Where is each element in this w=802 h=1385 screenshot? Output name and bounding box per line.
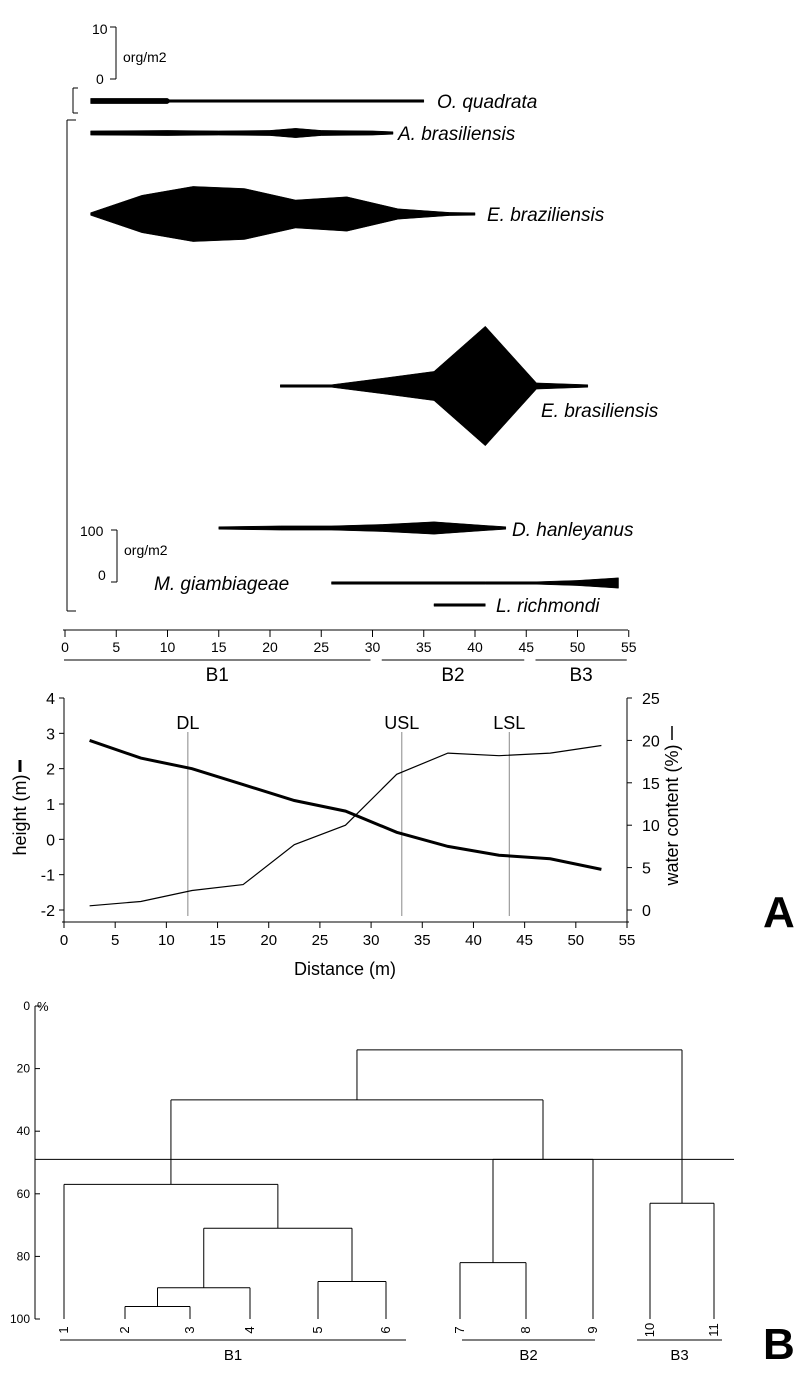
dendro-y-tick-label: 80: [17, 1249, 31, 1263]
right-y-tick-label: 5: [642, 861, 651, 878]
zone-label-b1: B1: [206, 665, 229, 686]
kite-d-hanleyanus: [218, 521, 507, 535]
right-y-tick-label: 0: [642, 903, 651, 920]
profile-x-tick-label: 20: [260, 932, 277, 949]
kite-x-tick-label: 40: [467, 639, 483, 655]
height-series-line: [89, 738, 602, 871]
reference-label-lsl: LSL: [493, 713, 525, 733]
profile-x-axis-title: Distance (m): [294, 959, 396, 979]
left-y-axis-title: height (m): [10, 774, 30, 855]
right-y-tick-label: 15: [642, 776, 660, 793]
right-y-tick-label: 25: [642, 691, 660, 708]
species-label-m-giambiageae: M. giambiageae: [154, 574, 289, 595]
scale-small-unit-label: org/m2: [123, 49, 167, 65]
species-label-d-hanleyanus: D. hanleyanus: [512, 520, 634, 541]
profile-x-tick-label: 30: [363, 932, 380, 949]
reference-label-dl: DL: [176, 713, 199, 733]
dendro-y-tick-label: 60: [17, 1187, 31, 1201]
kite-x-tick-label: 0: [61, 639, 69, 655]
zone-label-b2: B2: [441, 665, 464, 686]
dendro-y-axis-title: %: [37, 999, 49, 1014]
kite-e-brasiliensis: [280, 325, 589, 447]
dendro-y-tick-label: 40: [17, 1124, 31, 1138]
left-y-tick-label: -2: [41, 903, 55, 920]
scale-large-top-label: 100: [80, 523, 104, 539]
left-y-tick-label: 0: [46, 832, 55, 849]
dendro-leaf-label: 6: [378, 1326, 393, 1333]
species-label-e-brasiliensis: E. brasiliensis: [541, 401, 659, 422]
right-y-tick-label: 20: [642, 733, 660, 750]
dendro-leaf-label: 7: [452, 1326, 467, 1333]
kite-x-tick-label: 30: [365, 639, 381, 655]
dendro-group-label-b2: B2: [519, 1347, 537, 1364]
dendro-y-tick-label: 100: [10, 1312, 30, 1326]
species-label-l-richmondi: L. richmondi: [496, 596, 600, 617]
profile-x-tick-label: 55: [619, 932, 636, 949]
water-content-series-line: [89, 744, 602, 907]
kite-x-tick-label: 35: [416, 639, 432, 655]
profile-x-tick-label: 10: [158, 932, 175, 949]
zone-label-b3: B3: [570, 665, 593, 686]
scale-large-unit-label: org/m2: [124, 542, 168, 558]
left-y-tick-label: 1: [46, 797, 55, 814]
kite-x-tick-label: 25: [313, 639, 329, 655]
panel-label-b: B: [763, 1320, 795, 1369]
dendro-group-label-b3: B3: [670, 1347, 688, 1364]
scale-small-bottom-label: 0: [96, 71, 104, 87]
kite-l-richmondi: [433, 603, 486, 607]
dendro-leaf-label: 10: [642, 1323, 657, 1337]
panel-label-a: A: [763, 888, 795, 937]
dendro-leaf-label: 2: [117, 1326, 132, 1333]
kite-a-brasiliensis: [90, 128, 394, 138]
kite-x-tick-label: 55: [621, 639, 637, 655]
left-y-tick-label: 3: [46, 726, 55, 743]
kite-x-tick-label: 15: [211, 639, 227, 655]
kite-x-tick-label: 50: [570, 639, 586, 655]
profile-x-tick-label: 45: [516, 932, 533, 949]
kite-x-tick-label: 10: [160, 639, 176, 655]
dendro-leaf-label: 4: [242, 1326, 257, 1333]
profile-x-tick-label: 15: [209, 932, 226, 949]
left-y-tick-label: 4: [46, 691, 55, 708]
kite-o-quadrata: [90, 98, 425, 104]
profile-x-tick-label: 35: [414, 932, 431, 949]
profile-x-tick-label: 25: [312, 932, 329, 949]
profile-x-tick-label: 40: [465, 932, 482, 949]
kite-m-giambiageae: [331, 577, 619, 589]
profile-x-tick-label: 0: [60, 932, 68, 949]
dendro-leaf-label: 9: [585, 1326, 600, 1333]
dendro-y-tick-label: 20: [17, 1062, 31, 1076]
cluster-dendrogram: 0 20 40 60 80 100% 1 2 3 4 5 6 7 8 9 10 11 B1 B2 B3: [10, 999, 734, 1364]
reference-label-usl: USL: [384, 713, 419, 733]
kite-x-tick-label: 45: [518, 639, 534, 655]
kite-x-tick-label: 5: [112, 639, 120, 655]
profile-x-tick-label: 50: [567, 932, 584, 949]
right-y-axis-title: water content (%): [662, 744, 682, 886]
dendro-leaf-label: 11: [706, 1323, 721, 1337]
dendro-group-label-b1: B1: [224, 1347, 242, 1364]
species-label-a-brasiliensis: A. brasiliensis: [397, 124, 516, 145]
kite-e-braziliensis: [90, 186, 476, 242]
profile-x-tick-label: 5: [111, 932, 119, 949]
dendro-leaf-label: 8: [518, 1326, 533, 1333]
kite-x-tick-label: 20: [262, 639, 278, 655]
species-label-o-quadrata: O. quadrata: [437, 92, 537, 113]
left-y-tick-label: 2: [46, 762, 55, 779]
dendro-leaf-label: 1: [56, 1326, 71, 1333]
species-label-e-braziliensis: E. braziliensis: [487, 205, 605, 226]
right-y-tick-label: 10: [642, 818, 660, 835]
dendro-y-tick-label: 0: [23, 999, 30, 1013]
scale-large-bottom-label: 0: [98, 567, 106, 583]
dendro-leaf-label: 3: [182, 1326, 197, 1333]
dendro-leaf-label: 5: [310, 1326, 325, 1333]
scale-small-top-label: 10: [92, 21, 108, 37]
left-y-tick-label: -1: [41, 868, 55, 885]
